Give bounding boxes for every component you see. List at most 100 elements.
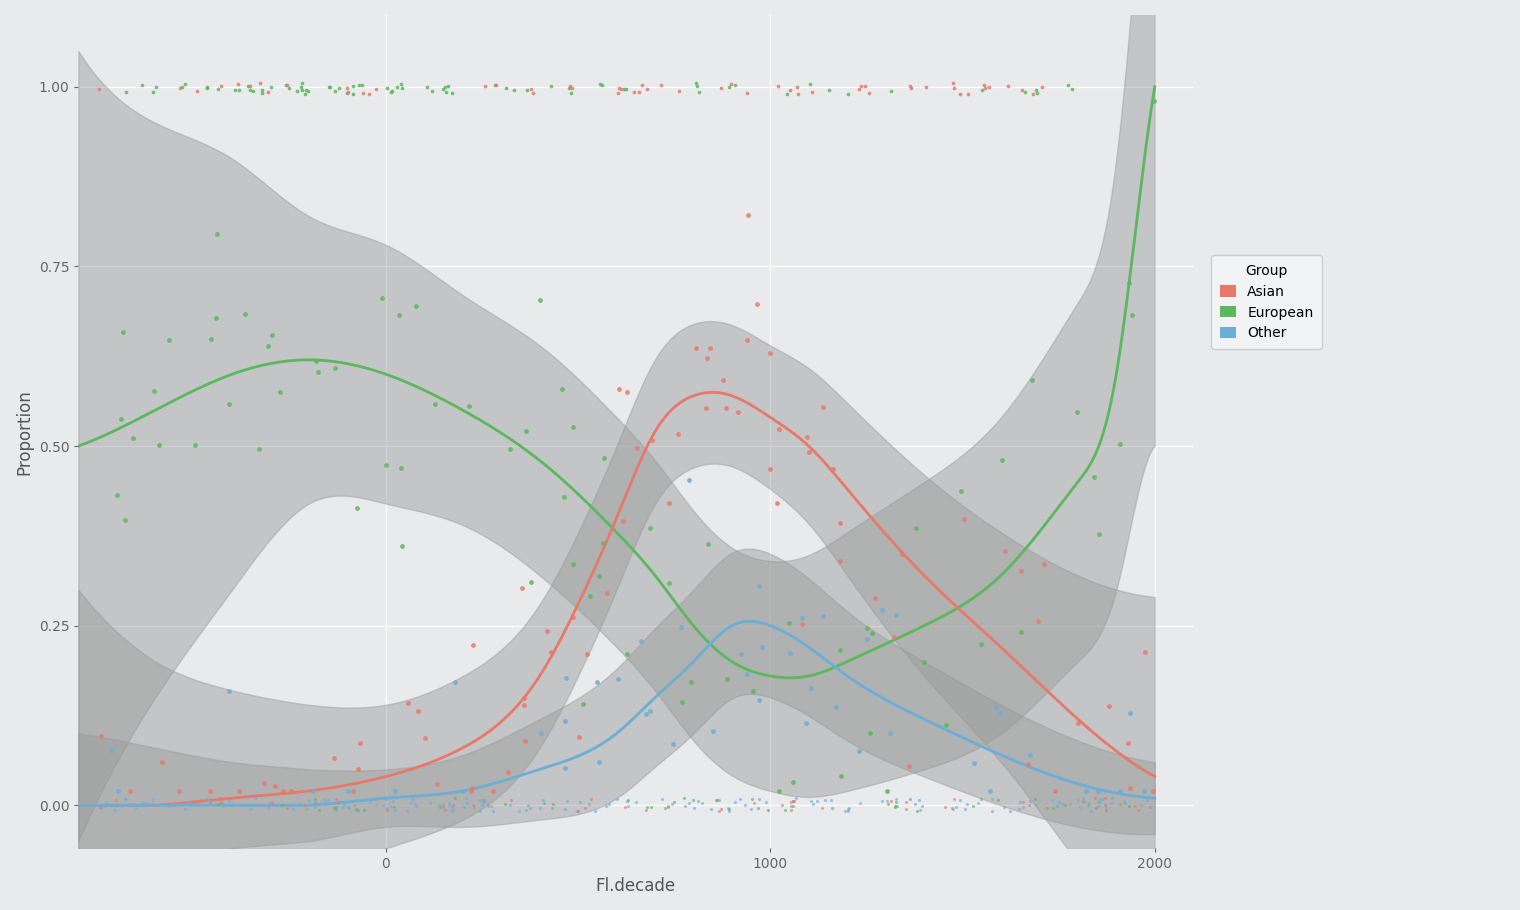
Point [669, 620, 693, 634]
Point [605, 792, 629, 806]
Point [670, 695, 695, 710]
Point [185, 84, 210, 98]
Point [157, 332, 181, 347]
Point [634, 706, 658, 721]
Point [622, 85, 646, 99]
Point [793, 715, 818, 730]
Point [290, 76, 315, 91]
Point [942, 792, 967, 806]
Point [714, 400, 739, 415]
Point [436, 78, 461, 93]
Point [438, 798, 462, 813]
Point [561, 610, 585, 624]
Point [1142, 784, 1166, 798]
Point [173, 802, 198, 816]
Point [1053, 797, 1078, 812]
Point [561, 556, 585, 571]
Point [175, 795, 199, 810]
Point [821, 461, 845, 476]
Point [594, 586, 619, 601]
Point [195, 79, 219, 94]
Point [462, 799, 486, 814]
Point [704, 793, 728, 807]
Point [188, 793, 213, 807]
Point [380, 799, 404, 814]
Point [336, 85, 360, 99]
Point [898, 79, 923, 94]
Point [217, 684, 242, 699]
Point [766, 422, 790, 437]
Point [971, 77, 996, 92]
Point [649, 78, 673, 93]
Point [836, 86, 860, 101]
Point [420, 84, 444, 98]
Point [432, 81, 456, 96]
Point [1084, 800, 1108, 814]
Point [182, 438, 207, 452]
Point [961, 799, 985, 814]
Point [476, 799, 500, 814]
Point [1108, 437, 1132, 451]
Point [456, 399, 480, 413]
Point [766, 78, 790, 93]
Point [102, 799, 126, 814]
Point [862, 592, 886, 606]
Point [838, 801, 862, 815]
Point [293, 83, 318, 97]
Point [1066, 405, 1090, 420]
Point [385, 79, 409, 94]
Point [401, 792, 426, 806]
Point [585, 674, 610, 689]
Point [885, 798, 909, 813]
Point [768, 784, 792, 798]
Point [716, 802, 740, 816]
Point [473, 795, 497, 810]
Point [796, 444, 821, 459]
Point [257, 801, 281, 815]
Point [1024, 798, 1049, 813]
Point [1108, 796, 1132, 811]
Point [883, 792, 907, 806]
Point [217, 397, 242, 411]
Point [182, 796, 207, 811]
Point [210, 794, 234, 809]
Point [403, 298, 427, 313]
Point [725, 404, 749, 419]
Point [240, 84, 264, 98]
Point [976, 80, 1000, 95]
Point [226, 76, 251, 91]
Point [836, 804, 860, 818]
Point [141, 384, 166, 399]
Point [828, 516, 853, 531]
Point [980, 804, 1005, 818]
Point [673, 798, 698, 813]
Point [371, 291, 395, 306]
Point [293, 798, 318, 813]
Point [476, 797, 500, 812]
Point [1009, 563, 1034, 578]
Point [854, 621, 879, 635]
Point [800, 794, 824, 808]
Point [112, 792, 137, 806]
Point [979, 792, 1003, 806]
Point [714, 672, 739, 686]
Point [1009, 624, 1034, 639]
Point [1108, 784, 1132, 798]
Point [306, 365, 330, 379]
Point [564, 804, 588, 818]
Point [591, 450, 616, 465]
Point [391, 80, 415, 95]
Point [1008, 794, 1032, 809]
Point [205, 81, 230, 96]
Point [1024, 83, 1049, 97]
Point [541, 796, 565, 811]
Point [690, 796, 714, 811]
Point [631, 78, 655, 93]
Point [514, 803, 538, 817]
Point [444, 791, 468, 805]
Point [903, 797, 927, 812]
Point [1006, 802, 1031, 816]
Point [1113, 795, 1137, 810]
Point [965, 795, 990, 810]
Point [570, 697, 594, 712]
